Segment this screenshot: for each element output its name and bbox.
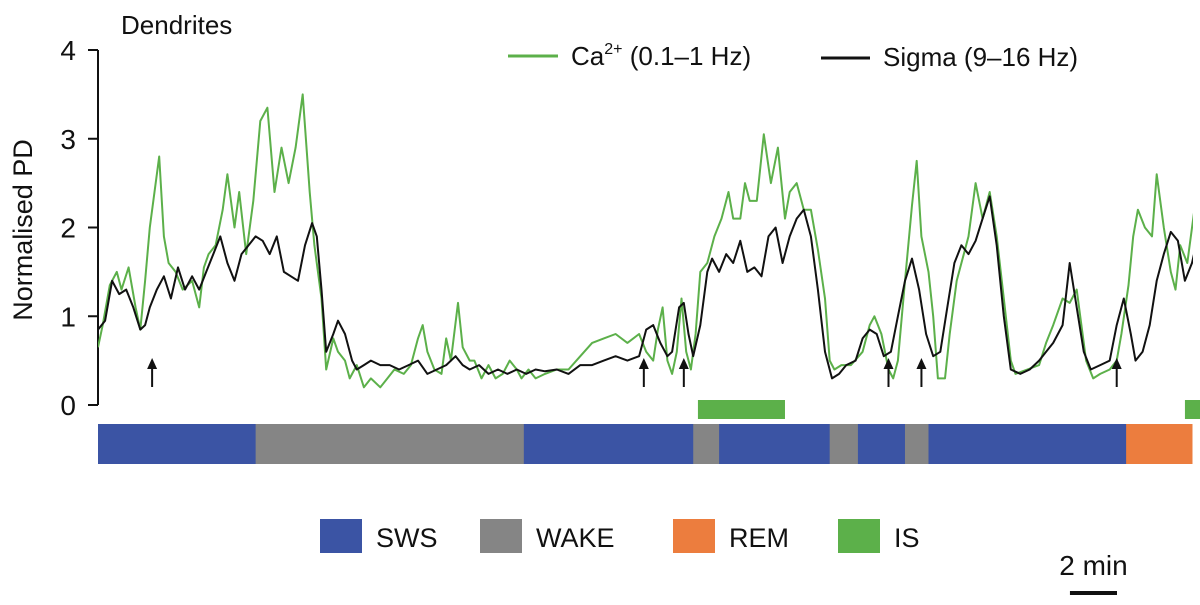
legend-label-ca: Ca2+ (0.1–1 Hz) xyxy=(571,41,751,71)
series-line-sigma xyxy=(98,195,1193,380)
is-period-bar xyxy=(1184,400,1200,419)
is-bar-layer xyxy=(697,400,1200,419)
stage-segment-sws xyxy=(928,424,1127,464)
stage-legend-label-is: IS xyxy=(894,523,920,553)
stage-segment-sws xyxy=(98,424,257,464)
time-scale-bar: 2 min xyxy=(1059,550,1128,595)
event-arrow-head xyxy=(1111,358,1122,369)
arrow-layer xyxy=(147,358,1122,387)
stage-segment-wake xyxy=(904,424,929,464)
event-arrow-head xyxy=(638,358,649,369)
event-arrow-head xyxy=(883,358,894,369)
scale-bar-label: 2 min xyxy=(1059,550,1127,581)
stage-legend-swatch-wake xyxy=(480,519,522,553)
legend-item-ca: Ca2+ (0.1–1 Hz) xyxy=(508,41,751,71)
stage-segment-wake xyxy=(829,424,859,464)
stage-segment-sws xyxy=(719,424,831,464)
y-tick-label: 0 xyxy=(60,390,76,421)
y-tick-label: 1 xyxy=(60,301,76,332)
y-ticks: 0 1 2 3 4 xyxy=(60,35,98,421)
stage-legend-label-rem: REM xyxy=(729,523,789,553)
y-axis-label: Normalised PD xyxy=(8,139,38,321)
event-arrow-head xyxy=(147,358,158,369)
y-axis: 0 1 2 3 4 xyxy=(60,35,99,421)
legend-item-sigma: Sigma (9–16 Hz) xyxy=(821,42,1078,72)
y-tick-label: 3 xyxy=(60,124,76,155)
legend-ca-rest: (0.1–1 Hz) xyxy=(623,41,752,71)
stage-legend-label-sws: SWS xyxy=(376,523,438,553)
stage-legend-swatch-sws xyxy=(320,519,362,553)
stage-segment-wake xyxy=(255,424,525,464)
chart-title: Dendrites xyxy=(121,10,232,40)
stage-legend-swatch-is xyxy=(838,519,880,553)
y-tick-label: 4 xyxy=(60,35,76,66)
stage-segment-sws xyxy=(857,424,906,464)
legend-ca-main: Ca xyxy=(571,41,605,71)
series-line-ca xyxy=(98,93,1193,389)
stage-legend-swatch-rem xyxy=(673,519,715,553)
legend-label-sigma: Sigma (9–16 Hz) xyxy=(883,42,1078,72)
y-tick-label: 2 xyxy=(60,213,76,244)
event-arrow-head xyxy=(916,358,927,369)
stage-legend-label-wake: WAKE xyxy=(536,523,615,553)
legend-ca-superscript: 2+ xyxy=(604,41,622,58)
sleep-stage-bar xyxy=(98,424,1193,464)
stage-segment-wake xyxy=(693,424,720,464)
is-period-bar xyxy=(697,400,785,419)
stage-segment-sws xyxy=(523,424,694,464)
stage-segment-rem xyxy=(1126,424,1193,464)
series-layer xyxy=(98,93,1193,389)
stage-legend: SWS WAKE REM IS xyxy=(320,519,920,553)
series-legend: Ca2+ (0.1–1 Hz) Sigma (9–16 Hz) xyxy=(508,41,1078,72)
event-arrow-head xyxy=(678,358,689,369)
